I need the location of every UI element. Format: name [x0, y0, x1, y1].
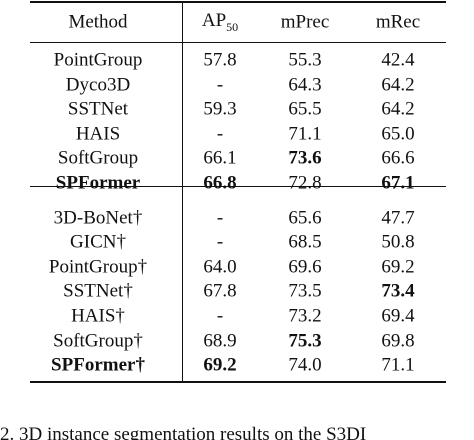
method-name: SSTNet: [67, 98, 129, 120]
metric-value: 75.3: [288, 330, 322, 352]
method-name: GICN†: [70, 231, 126, 253]
column-divider: [182, 1, 183, 382]
metric-value: 69.4: [381, 305, 415, 327]
header-text: AP: [201, 10, 227, 32]
method-name: Dyco3D: [65, 74, 131, 96]
metric-value: 73.5: [288, 280, 322, 302]
header-cell: mPrec: [280, 11, 330, 33]
metric-value: -: [216, 305, 224, 327]
header-cell: AP50: [202, 11, 238, 33]
header-subscript: 50: [226, 19, 239, 34]
metric-value: 65.6: [288, 207, 322, 229]
metric-value: 68.9: [203, 330, 237, 352]
group-rule: [30, 185, 446, 187]
metric-value: -: [216, 207, 224, 229]
bottom-rule: [30, 381, 446, 384]
method-name: SoftGroup: [57, 147, 139, 169]
method-name: SPFormer: [55, 172, 141, 194]
metric-value: 64.2: [381, 98, 415, 120]
metric-value: -: [216, 123, 224, 145]
metric-value: 66.8: [203, 172, 237, 194]
metric-value: 64.2: [381, 74, 415, 96]
method-name: SSTNet†: [63, 280, 133, 302]
metric-value: 47.7: [381, 207, 415, 229]
metric-value: 64.0: [203, 256, 237, 278]
metric-value: 50.8: [381, 231, 415, 253]
metric-value: 67.1: [381, 172, 415, 194]
metric-value: 72.8: [288, 172, 322, 194]
top-rule: [30, 1, 446, 3]
method-name: PointGroup: [53, 49, 143, 71]
header-rule: [30, 42, 446, 43]
metric-value: 73.6: [288, 147, 322, 169]
caption: 2. 3D instance segmentation results on t…: [0, 424, 367, 440]
method-name: SoftGroup†: [53, 330, 143, 352]
metric-value: 69.2: [381, 256, 415, 278]
method-name: HAIS: [75, 123, 121, 145]
metric-value: 67.8: [203, 280, 237, 302]
metric-value: 69.6: [288, 256, 322, 278]
method-name: HAIS†: [71, 305, 125, 327]
metric-value: 71.1: [381, 354, 415, 376]
header-cell: Method: [68, 11, 128, 33]
metric-value: 69.8: [381, 330, 415, 352]
metric-value: 42.4: [381, 49, 415, 71]
method-name: 3D-BoNet†: [53, 207, 143, 229]
metric-value: 74.0: [288, 354, 322, 376]
metric-value: -: [216, 74, 224, 96]
metric-value: -: [216, 231, 224, 253]
metric-value: 73.2: [288, 305, 322, 327]
metric-value: 59.3: [203, 98, 237, 120]
metric-value: 65.0: [381, 123, 415, 145]
metric-value: 68.5: [288, 231, 322, 253]
method-name: SPFormer†: [51, 354, 145, 376]
metric-value: 71.1: [288, 123, 322, 145]
method-name: PointGroup†: [48, 256, 148, 278]
metric-value: 64.3: [288, 74, 322, 96]
metric-value: 57.8: [203, 49, 237, 71]
metric-value: 69.2: [203, 354, 237, 376]
metric-value: 65.5: [288, 98, 322, 120]
metric-value: 66.1: [203, 147, 237, 169]
metric-value: 73.4: [381, 280, 415, 302]
header-cell: mRec: [375, 11, 421, 33]
metric-value: 66.6: [381, 147, 415, 169]
metric-value: 55.3: [288, 49, 322, 71]
